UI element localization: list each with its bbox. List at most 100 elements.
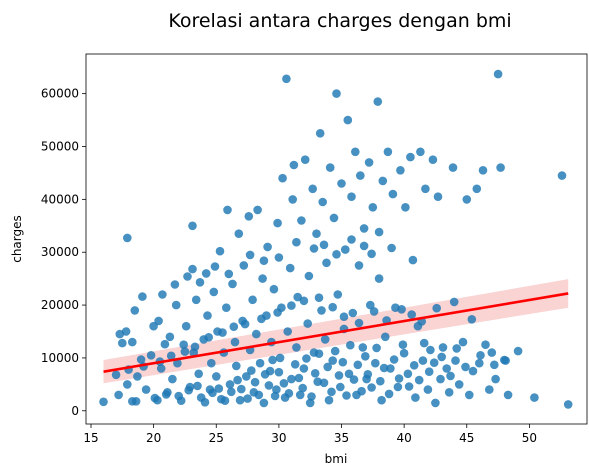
- data-point: [388, 189, 398, 199]
- data-point: [379, 363, 389, 373]
- data-point: [297, 216, 306, 225]
- x-tick-label: 25: [209, 431, 224, 445]
- data-point: [258, 274, 267, 283]
- regression-line: [103, 292, 569, 373]
- data-point: [263, 242, 272, 252]
- data-point: [421, 184, 430, 194]
- x-tick-label: 20: [146, 431, 161, 445]
- data-point: [404, 382, 414, 391]
- data-point: [396, 166, 405, 175]
- data-point: [287, 301, 296, 310]
- data-point: [491, 374, 500, 384]
- data-point: [332, 89, 341, 98]
- data-point: [292, 343, 301, 352]
- data-point: [245, 250, 255, 260]
- data-point: [284, 389, 294, 398]
- data-point: [282, 74, 291, 84]
- data-point: [165, 332, 175, 342]
- data-point: [141, 385, 151, 394]
- data-point: [307, 392, 316, 401]
- data-point: [372, 343, 381, 353]
- data-point: [233, 375, 242, 385]
- data-point: [461, 362, 470, 372]
- x-tick-label: 40: [396, 431, 411, 445]
- data-point: [150, 393, 160, 403]
- data-point: [432, 303, 442, 313]
- data-point: [158, 290, 167, 299]
- data-point: [309, 244, 319, 253]
- plot-area: [85, 53, 588, 425]
- y-tick-label: 10000: [41, 351, 79, 365]
- data-point: [208, 388, 217, 398]
- data-point: [418, 356, 428, 365]
- data-point: [357, 386, 366, 396]
- data-point: [377, 395, 386, 405]
- data-point: [373, 97, 383, 106]
- data-point: [302, 354, 311, 363]
- data-point: [254, 390, 264, 400]
- data-point: [222, 303, 231, 313]
- data-point: [403, 369, 413, 379]
- data-point: [283, 327, 293, 336]
- data-point: [118, 338, 127, 348]
- data-point: [218, 328, 227, 337]
- data-point: [462, 195, 472, 204]
- data-point: [244, 212, 254, 221]
- data-point: [319, 240, 329, 250]
- data-point: [458, 337, 468, 347]
- data-point: [212, 372, 221, 381]
- data-point: [381, 332, 390, 342]
- data-point: [354, 261, 364, 270]
- data-point: [193, 381, 202, 391]
- data-point: [423, 385, 433, 394]
- data-point: [323, 362, 333, 372]
- data-point: [220, 396, 230, 406]
- x-tick-label: 30: [271, 431, 286, 445]
- data-point: [325, 163, 335, 172]
- data-point: [359, 241, 369, 251]
- data-point: [374, 274, 384, 283]
- y-tick-label: 20000: [41, 298, 79, 312]
- data-point: [342, 391, 351, 400]
- data-point: [407, 310, 417, 319]
- data-point: [563, 400, 573, 409]
- x-tick-label: 50: [522, 431, 537, 445]
- data-point: [133, 372, 142, 381]
- data-point: [320, 335, 330, 344]
- data-point: [354, 318, 364, 328]
- data-point: [475, 358, 484, 368]
- data-point: [341, 245, 350, 254]
- data-point: [288, 195, 298, 204]
- data-point: [230, 337, 240, 347]
- data-point: [203, 311, 212, 320]
- data-point: [376, 376, 385, 386]
- data-point: [351, 147, 360, 157]
- data-point: [237, 384, 246, 394]
- data-point: [224, 269, 234, 279]
- data-point: [292, 237, 301, 247]
- data-point: [242, 372, 251, 381]
- data-point: [300, 155, 310, 164]
- data-point: [328, 356, 338, 365]
- data-point: [255, 358, 265, 368]
- data-point: [322, 258, 331, 268]
- data-point: [285, 263, 295, 273]
- data-point: [170, 280, 180, 289]
- data-point: [406, 152, 415, 162]
- data-point: [195, 278, 205, 287]
- data-point: [496, 163, 505, 172]
- data-point: [225, 380, 235, 389]
- data-point: [336, 382, 345, 392]
- data-point: [121, 327, 131, 336]
- data-point: [317, 306, 326, 315]
- data-point: [324, 395, 334, 405]
- data-point: [299, 296, 309, 306]
- data-point: [500, 355, 509, 365]
- data-point: [161, 390, 171, 399]
- data-point: [289, 160, 299, 170]
- data-point: [239, 261, 249, 270]
- data-point: [409, 361, 419, 370]
- data-point: [397, 305, 406, 314]
- data-point: [493, 69, 503, 79]
